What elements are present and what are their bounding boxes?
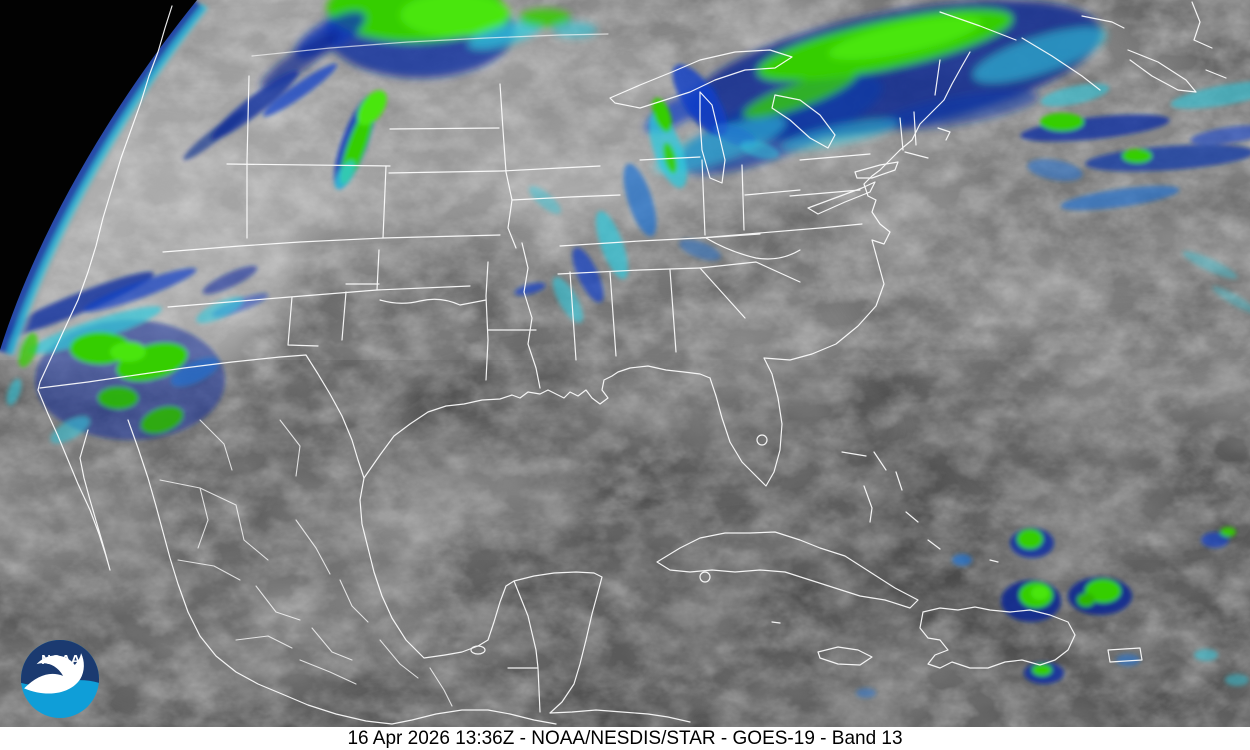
lake-okeechobee <box>756 434 768 446</box>
space-corner <box>0 0 197 350</box>
lake-superior <box>609 49 793 109</box>
lake-erie <box>807 181 876 215</box>
yucatan-outline <box>444 571 603 714</box>
baja-california <box>37 389 111 571</box>
caption-bar: 16 Apr 2026 13:36Z - NOAA/NESDIS/STAR - … <box>0 727 1250 750</box>
lake-ontario <box>854 161 899 179</box>
mexico-state-lines <box>159 419 453 707</box>
noaa-bird-icon <box>24 653 84 694</box>
pacific-coast <box>37 5 173 391</box>
earth-limb <box>0 0 211 406</box>
noaa-logo: NOAA <box>21 640 99 718</box>
mexico-west-coast <box>127 419 557 725</box>
jamaica-outline <box>817 646 873 666</box>
mexico-gulf-coast <box>359 477 446 659</box>
atlantic-coast <box>763 51 971 361</box>
florida-outline <box>709 357 783 487</box>
map-boundaries <box>37 1 1227 725</box>
satellite-image <box>0 0 1250 727</box>
caption-text: 16 Apr 2026 13:36Z - NOAA/NESDIS/STAR - … <box>347 727 903 749</box>
lake-michigan <box>699 91 726 184</box>
noaa-logo-text: NOAA <box>41 652 80 667</box>
lake-huron <box>771 94 836 149</box>
puerto-rico-outline <box>1107 647 1143 663</box>
hispaniola-outline <box>919 606 1076 669</box>
us-mexico-border <box>39 354 365 479</box>
us-gulf-coast <box>363 365 711 479</box>
honduras-coast <box>549 709 691 723</box>
cuba-outline <box>656 531 919 609</box>
